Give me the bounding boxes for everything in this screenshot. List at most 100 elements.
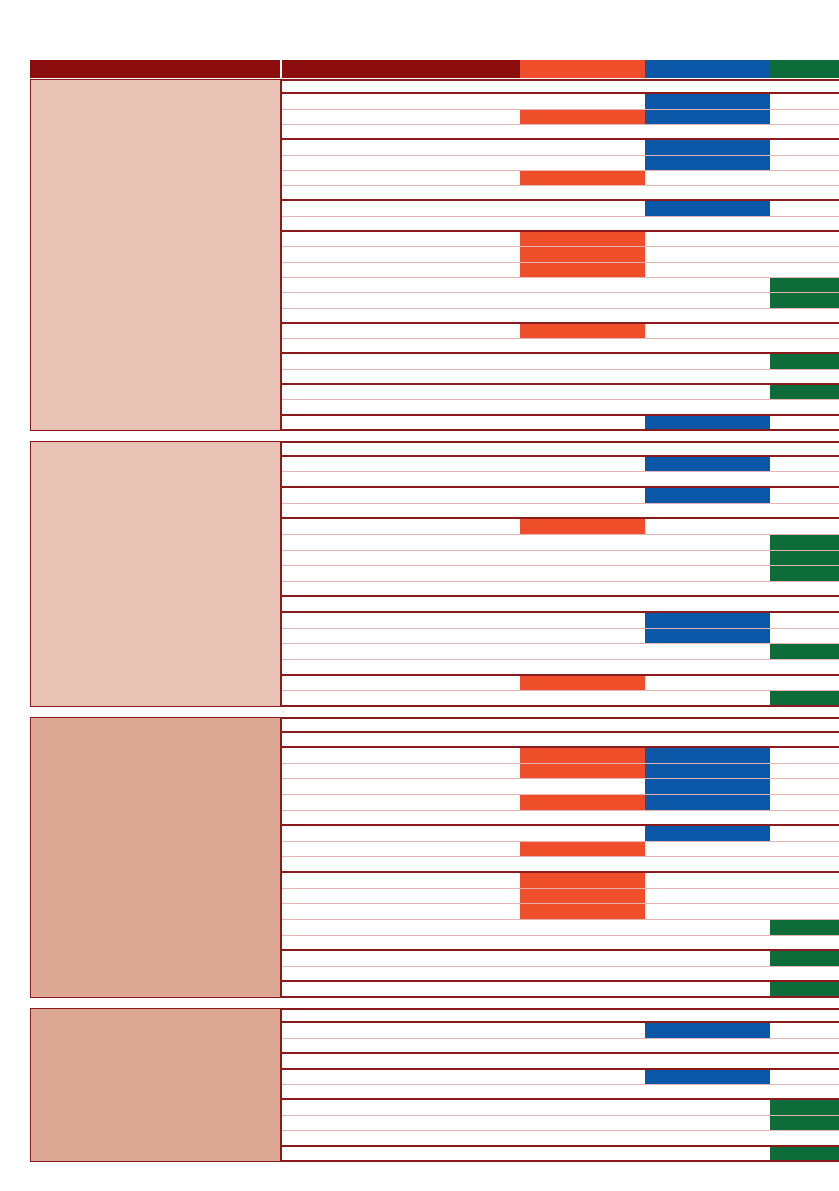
table-row	[282, 1054, 839, 1070]
green-marker-cell	[770, 1146, 839, 1160]
header-desc-col	[282, 60, 520, 78]
table-row	[282, 519, 839, 535]
table-row	[282, 323, 839, 340]
orange-marker-cell	[520, 873, 645, 888]
table-row	[282, 966, 839, 983]
table-row	[282, 534, 839, 551]
green-marker-cell	[770, 385, 839, 400]
table-row	[282, 79, 839, 95]
table-row	[282, 1100, 839, 1116]
table-row	[282, 857, 839, 874]
table-row	[282, 826, 839, 842]
orange-marker-cell	[520, 763, 645, 779]
blue-marker-cell	[645, 779, 770, 795]
table-row	[282, 1131, 839, 1147]
group-label-cell	[30, 441, 281, 707]
table-row	[282, 841, 839, 858]
group-label-cell	[30, 717, 281, 998]
blue-marker-cell	[645, 763, 770, 779]
blue-marker-cell	[645, 1069, 770, 1084]
table-row	[282, 109, 839, 125]
table-row	[282, 503, 839, 520]
green-marker-cell	[770, 1100, 839, 1115]
orange-marker-cell	[520, 170, 645, 186]
table-row	[282, 873, 839, 889]
blue-marker-cell	[645, 456, 770, 472]
table-row	[282, 124, 839, 141]
table-row	[282, 1008, 839, 1024]
group-divider	[280, 79, 282, 431]
blue-marker-cell	[645, 415, 770, 429]
blue-marker-cell	[645, 613, 770, 628]
table-row	[282, 216, 839, 233]
table-row	[282, 779, 839, 796]
orange-marker-cell	[520, 262, 645, 277]
table-row	[282, 293, 839, 309]
blue-marker-cell	[645, 1023, 770, 1038]
table-row	[282, 675, 839, 692]
table-row	[282, 385, 839, 401]
header-orange-col	[520, 60, 645, 78]
orange-marker-cell	[520, 841, 645, 857]
table-row	[282, 566, 839, 582]
table-row	[282, 155, 839, 171]
header-label-col	[30, 60, 280, 78]
group-label-cell	[30, 79, 281, 431]
orange-marker-cell	[520, 232, 645, 247]
green-marker-cell	[770, 550, 839, 566]
orange-marker-cell	[520, 904, 645, 919]
blue-marker-cell	[645, 748, 770, 763]
table-row	[282, 400, 839, 416]
group-label-cell	[30, 1008, 281, 1162]
header-blue-col	[645, 60, 770, 78]
table-row	[282, 472, 839, 488]
table-row	[282, 982, 839, 998]
table-row	[282, 732, 839, 749]
table-row	[282, 748, 839, 764]
table-row	[282, 1085, 839, 1101]
group-divider	[280, 1008, 282, 1162]
table-row	[282, 232, 839, 248]
green-marker-cell	[770, 982, 839, 996]
green-marker-cell	[770, 644, 839, 660]
table-row	[282, 339, 839, 355]
table-row	[282, 644, 839, 661]
blue-marker-cell	[645, 201, 770, 216]
table-row	[282, 1023, 839, 1039]
blue-marker-cell	[645, 94, 770, 109]
table-row	[282, 1069, 839, 1085]
header-green-col	[770, 60, 839, 78]
table-row	[282, 487, 839, 504]
blue-marker-cell	[645, 826, 770, 841]
blue-marker-cell	[645, 628, 770, 644]
table-row	[282, 170, 839, 187]
green-marker-cell	[770, 566, 839, 581]
blue-marker-cell	[645, 487, 770, 503]
table-row	[282, 935, 839, 952]
group-divider	[280, 441, 282, 707]
table-row	[282, 919, 839, 936]
table-row	[282, 94, 839, 110]
table-row	[282, 415, 839, 431]
blue-marker-cell	[645, 109, 770, 124]
table-row	[282, 277, 839, 294]
table-row	[282, 581, 839, 598]
table-row	[282, 550, 839, 567]
blue-marker-cell	[645, 155, 770, 170]
green-marker-cell	[770, 691, 839, 705]
table-row	[282, 441, 839, 457]
blue-marker-cell	[645, 795, 770, 810]
table-row	[282, 717, 839, 733]
orange-marker-cell	[520, 109, 645, 124]
orange-marker-cell	[520, 323, 645, 339]
table-row	[282, 904, 839, 920]
table-row	[282, 456, 839, 473]
green-marker-cell	[770, 534, 839, 550]
orange-marker-cell	[520, 748, 645, 763]
table-row	[282, 1115, 839, 1132]
orange-marker-cell	[520, 519, 645, 534]
green-marker-cell	[770, 951, 839, 966]
table-row	[282, 354, 839, 370]
table-row	[282, 262, 839, 278]
